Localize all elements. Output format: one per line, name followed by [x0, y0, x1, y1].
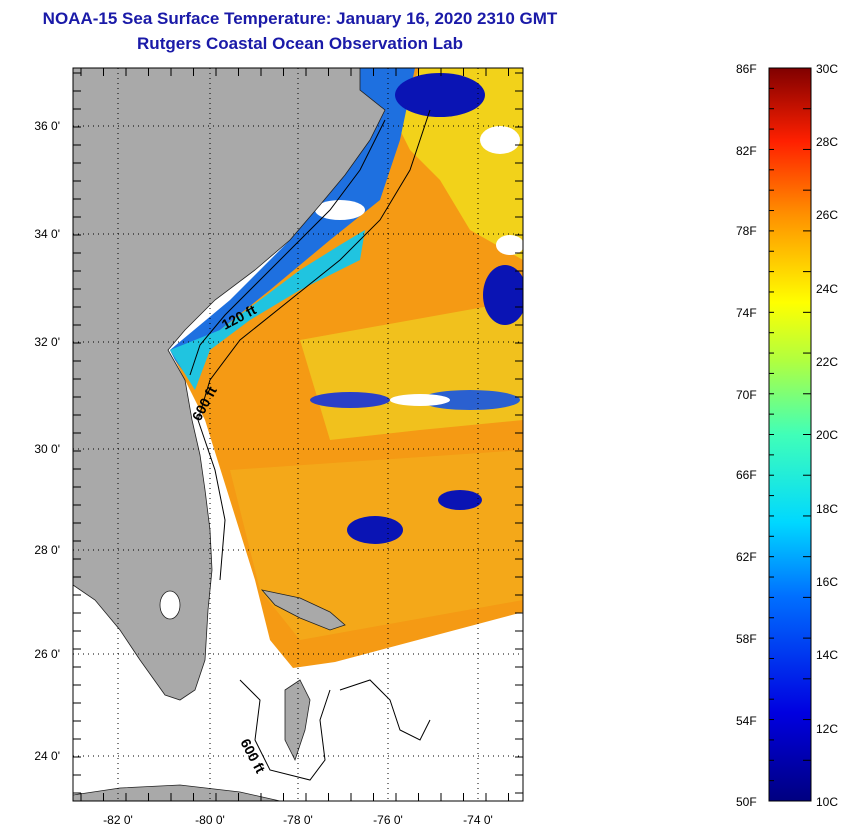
colorbar-label-f: 78F [736, 224, 757, 238]
colorbar-label-f: 66F [736, 468, 757, 482]
lon-label: -78 0' [283, 813, 313, 827]
lat-label: 30 0' [34, 442, 60, 456]
contour-600ft-bahamas [239, 679, 331, 781]
cold-eddy [347, 516, 403, 544]
sst-shelf-water [170, 230, 365, 390]
cold-eddy [483, 265, 523, 325]
lon-label: -74 0' [463, 813, 493, 827]
colorbar-label-f: 86F [736, 62, 757, 76]
land-mass [73, 68, 386, 701]
cloud-patch [496, 235, 523, 255]
lon-label: -80 0' [195, 813, 225, 827]
lat-label: 34 0' [34, 227, 60, 241]
colorbar-label-f: 74F [736, 306, 757, 320]
colorbar-label-f: 62F [736, 550, 757, 564]
cloud-patch [480, 126, 520, 154]
lake [159, 590, 181, 620]
bahamas-island [260, 589, 346, 631]
lon-label: -76 0' [373, 813, 403, 827]
lat-label: 24 0' [34, 749, 60, 763]
colorbar-label-c: 20C [816, 428, 839, 442]
colorbar-label-c: 28C [816, 135, 839, 149]
map-subtitle: Rutgers Coastal Ocean Observation Lab [137, 34, 463, 53]
colorbar-label-f: 70F [736, 388, 757, 402]
colorbar-label-c: 26C [816, 208, 839, 222]
colorbar-label-c: 30C [816, 62, 839, 76]
cloud-patch [315, 200, 365, 220]
contour-bahamas [339, 679, 431, 741]
cloud-patch [390, 394, 450, 406]
graticule [73, 68, 523, 801]
lat-label: 26 0' [34, 647, 60, 661]
map-title: NOAA-15 Sea Surface Temperature: January… [42, 9, 558, 28]
colorbar-label-c: 12C [816, 722, 839, 736]
colorbar-label-f: 58F [736, 632, 757, 646]
colorbar-label-c: 14C [816, 648, 839, 662]
cold-eddy [420, 390, 520, 410]
colorbar-label-f: 50F [736, 795, 757, 809]
colorbar-ticks [769, 67, 811, 802]
cold-eddy [438, 490, 482, 510]
colorbar-label-f: 82F [736, 144, 757, 158]
colorbar-label-c: 16C [816, 575, 839, 589]
cold-eddy [310, 392, 390, 408]
colorbar-label-c: 24C [816, 282, 839, 296]
lat-label: 28 0' [34, 543, 60, 557]
axis-ticks [73, 68, 523, 801]
colorbar-label-f: 54F [736, 714, 757, 728]
cuba-coast [73, 784, 281, 801]
cold-eddy [395, 73, 485, 117]
colorbar-label-c: 18C [816, 502, 839, 516]
lat-label: 36 0' [34, 119, 60, 133]
lon-label: -82 0' [103, 813, 133, 827]
lat-label: 32 0' [34, 335, 60, 349]
contour-120ft [189, 119, 386, 376]
bahamas-island [284, 679, 311, 762]
colorbar-label-c: 10C [816, 795, 839, 809]
contour-600ft [197, 109, 431, 581]
colorbar-label-c: 22C [816, 355, 839, 369]
